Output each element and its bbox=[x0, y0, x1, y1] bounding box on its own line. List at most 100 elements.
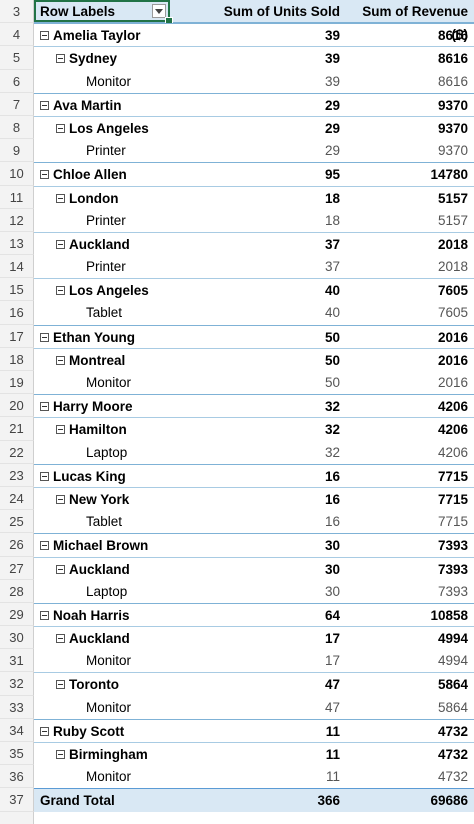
revenue-cell[interactable]: 7715 bbox=[437, 468, 468, 484]
row-label-cell[interactable]: Ruby Scott bbox=[34, 720, 170, 742]
row-label-cell[interactable]: Lucas King bbox=[34, 465, 170, 487]
revenue-cell[interactable]: 9370 bbox=[437, 97, 468, 113]
revenue-cell[interactable]: 4994 bbox=[437, 653, 468, 669]
row-label-cell[interactable]: Chloe Allen bbox=[34, 163, 170, 185]
row-number[interactable]: 13 bbox=[0, 231, 34, 256]
units-sold-cell[interactable]: 37 bbox=[324, 236, 340, 252]
units-sold-cell[interactable]: 39 bbox=[324, 28, 340, 44]
row-number[interactable]: 21 bbox=[0, 417, 34, 441]
row-number[interactable]: 30 bbox=[0, 626, 34, 650]
row-labels-header-cell[interactable]: Row Labels bbox=[34, 0, 173, 26]
revenue-cell[interactable]: 5864 bbox=[437, 699, 468, 715]
dropdown-arrow-icon[interactable] bbox=[152, 4, 166, 19]
row-label-cell[interactable]: Hamilton bbox=[34, 418, 170, 440]
revenue-cell[interactable]: 8616 bbox=[437, 28, 468, 44]
revenue-cell[interactable]: 9370 bbox=[437, 143, 468, 159]
units-sold-cell[interactable]: 32 bbox=[324, 444, 340, 460]
units-sold-cell[interactable]: 29 bbox=[324, 120, 340, 136]
units-sold-cell[interactable]: 37 bbox=[324, 259, 340, 275]
units-sold-cell[interactable]: 11 bbox=[325, 747, 340, 762]
revenue-cell[interactable]: 2016 bbox=[437, 352, 468, 368]
units-sold-cell[interactable]: 50 bbox=[324, 352, 340, 368]
row-number[interactable]: 20 bbox=[0, 394, 34, 418]
row-label-cell[interactable]: Monitor bbox=[34, 765, 170, 788]
revenue-cell[interactable]: 10858 bbox=[430, 607, 468, 623]
revenue-cell[interactable]: 2018 bbox=[437, 236, 468, 252]
row-number[interactable]: 24 bbox=[0, 486, 34, 511]
revenue-cell[interactable]: 4994 bbox=[437, 631, 468, 647]
collapse-minus-icon[interactable] bbox=[56, 239, 65, 249]
row-number[interactable]: 19 bbox=[0, 371, 34, 395]
row-number[interactable]: 28 bbox=[0, 579, 34, 603]
collapse-minus-icon[interactable] bbox=[40, 100, 49, 110]
row-number[interactable]: 18 bbox=[0, 347, 34, 371]
row-label-cell[interactable]: Monitor bbox=[34, 696, 170, 719]
row-number[interactable]: 3 bbox=[0, 0, 34, 24]
row-number[interactable]: 14 bbox=[0, 255, 34, 279]
row-number[interactable]: 31 bbox=[0, 649, 34, 673]
collapse-minus-icon[interactable] bbox=[56, 54, 65, 64]
row-label-cell[interactable]: Toronto bbox=[34, 673, 170, 695]
row-number[interactable]: 27 bbox=[0, 556, 34, 580]
units-sold-cell[interactable]: 16 bbox=[324, 514, 340, 530]
revenue-cell[interactable]: 2016 bbox=[437, 375, 468, 390]
row-label-cell[interactable]: Auckland bbox=[34, 558, 170, 580]
collapse-minus-icon[interactable] bbox=[56, 750, 65, 759]
collapse-minus-icon[interactable] bbox=[56, 193, 65, 203]
revenue-cell[interactable]: 8616 bbox=[437, 73, 468, 89]
units-sold-cell[interactable]: 11 bbox=[325, 723, 340, 739]
revenue-cell[interactable]: 8616 bbox=[437, 51, 468, 67]
collapse-minus-icon[interactable] bbox=[40, 170, 49, 180]
units-sold-cell[interactable]: 47 bbox=[324, 677, 340, 693]
collapse-minus-icon[interactable] bbox=[40, 402, 49, 412]
units-sold-cell[interactable]: 11 bbox=[325, 769, 340, 785]
collapse-minus-icon[interactable] bbox=[56, 564, 65, 574]
row-number[interactable]: 35 bbox=[0, 742, 34, 766]
units-sold-cell[interactable]: 40 bbox=[324, 305, 340, 321]
revenue-cell[interactable]: 7715 bbox=[437, 491, 468, 507]
row-label-cell[interactable]: Amelia Taylor bbox=[34, 24, 170, 46]
row-label-cell[interactable]: Los Angeles bbox=[34, 117, 170, 139]
units-sold-cell[interactable]: 18 bbox=[324, 212, 340, 228]
grand-total-revenue[interactable]: 69686 bbox=[430, 793, 468, 809]
row-label-cell[interactable]: Michael Brown bbox=[34, 534, 170, 556]
units-sold-cell[interactable]: 29 bbox=[324, 143, 340, 159]
row-number[interactable]: 25 bbox=[0, 510, 34, 534]
units-sold-cell[interactable]: 40 bbox=[324, 283, 340, 299]
row-label-cell[interactable]: Auckland bbox=[34, 627, 170, 649]
revenue-cell[interactable]: 5864 bbox=[437, 677, 468, 693]
collapse-minus-icon[interactable] bbox=[56, 680, 65, 690]
row-label-cell[interactable]: Montreal bbox=[34, 349, 170, 371]
row-number[interactable]: 29 bbox=[0, 602, 34, 627]
row-label-cell[interactable]: Ava Martin bbox=[34, 94, 170, 116]
units-sold-cell[interactable]: 50 bbox=[324, 375, 340, 390]
row-label-cell[interactable]: Ethan Young bbox=[34, 326, 170, 348]
row-label-cell[interactable]: Tablet bbox=[34, 510, 170, 533]
units-sold-cell[interactable]: 17 bbox=[324, 631, 340, 647]
row-label-cell[interactable]: Printer bbox=[34, 209, 170, 232]
revenue-cell[interactable]: 7393 bbox=[437, 561, 468, 577]
row-number[interactable]: 7 bbox=[0, 92, 34, 116]
units-sold-cell[interactable]: 95 bbox=[324, 167, 340, 183]
grand-total-label[interactable]: Grand Total bbox=[40, 793, 115, 809]
row-number[interactable]: 33 bbox=[0, 695, 34, 719]
units-sold-cell[interactable]: 50 bbox=[324, 329, 340, 345]
row-number[interactable]: 15 bbox=[0, 278, 34, 302]
units-sold-cell[interactable]: 64 bbox=[324, 607, 340, 623]
collapse-minus-icon[interactable] bbox=[40, 31, 49, 41]
row-number[interactable]: 11 bbox=[0, 185, 34, 209]
row-number[interactable]: 17 bbox=[0, 324, 34, 348]
revenue-cell[interactable]: 5157 bbox=[437, 190, 468, 206]
row-number[interactable]: 22 bbox=[0, 440, 34, 464]
units-sold-header[interactable]: Sum of Units Sold bbox=[223, 4, 340, 19]
row-label-cell[interactable]: Birmingham bbox=[34, 743, 170, 765]
revenue-cell[interactable]: 14780 bbox=[430, 167, 468, 183]
row-number[interactable]: 6 bbox=[0, 69, 34, 93]
units-sold-cell[interactable]: 32 bbox=[324, 422, 340, 438]
revenue-cell[interactable]: 4206 bbox=[437, 444, 468, 460]
revenue-cell[interactable]: 4732 bbox=[437, 769, 468, 785]
revenue-cell[interactable]: 7605 bbox=[437, 283, 468, 299]
units-sold-cell[interactable]: 30 bbox=[324, 561, 340, 577]
collapse-minus-icon[interactable] bbox=[40, 332, 49, 342]
units-sold-cell[interactable]: 18 bbox=[324, 190, 340, 206]
